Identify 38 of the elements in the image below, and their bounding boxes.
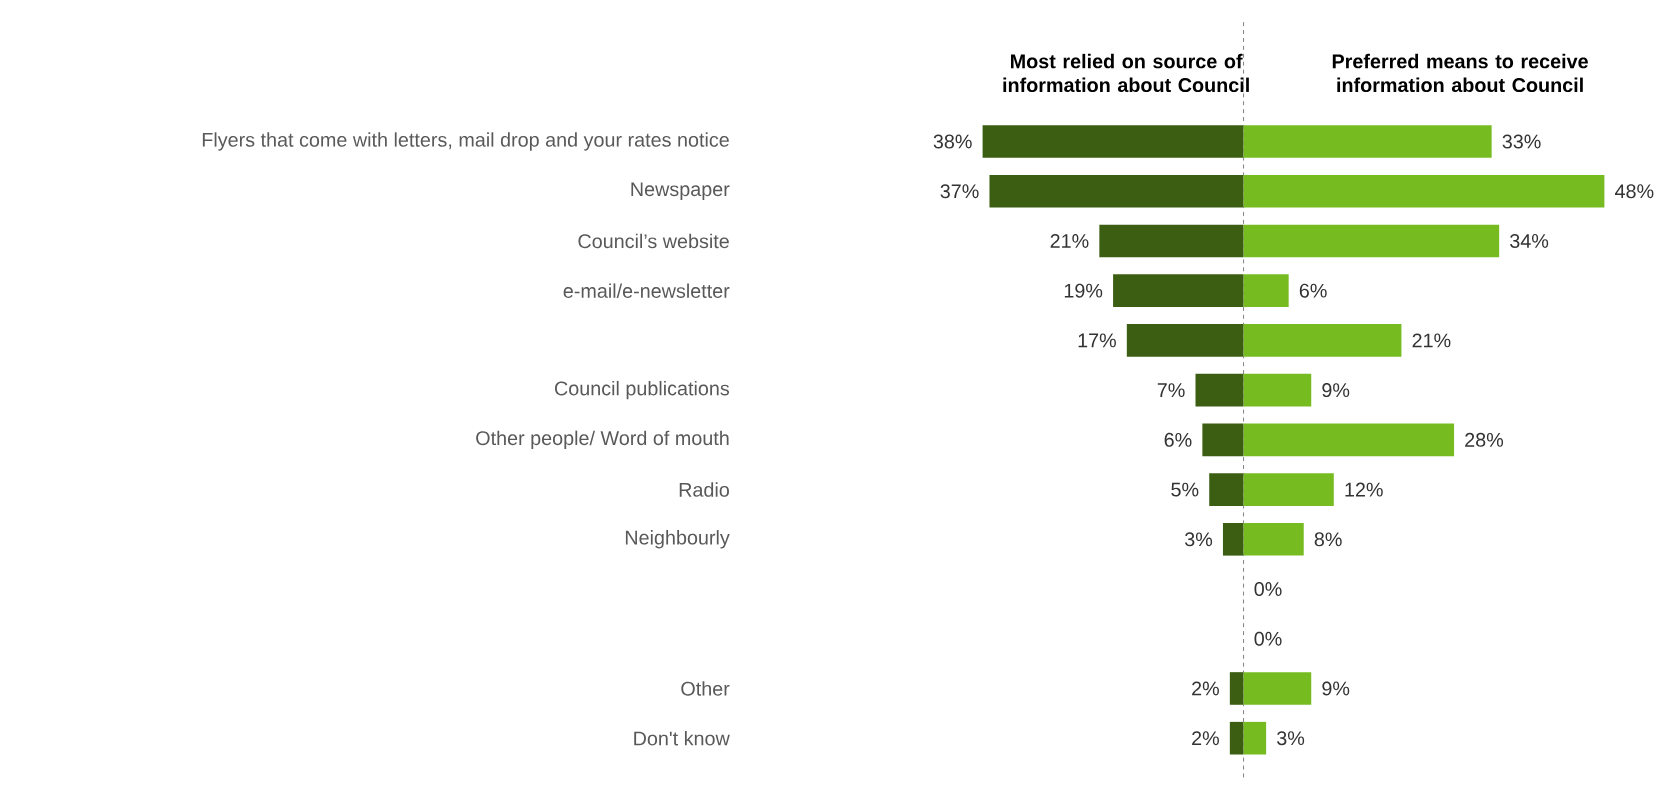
data-label: 2% — [1192, 731, 1219, 746]
data-label: 0% — [1254, 582, 1282, 597]
y-tick-label: Council publications — [554, 381, 730, 400]
y-tick-label: Council’s website — [578, 233, 729, 249]
data-label: 17% — [1078, 333, 1116, 348]
data-label: 38% — [933, 134, 972, 149]
data-label: 48% — [1615, 184, 1654, 199]
data-label: 12% — [1345, 482, 1383, 497]
data-label: 19% — [1064, 283, 1103, 298]
data-label: 6% — [1164, 432, 1192, 447]
data-label: 37% — [940, 184, 979, 199]
y-tick-label: e-mail/e-newsletter — [563, 283, 730, 299]
chart-title: Most relied on source of information about Council — [1003, 53, 1249, 93]
data-label: 5% — [1171, 482, 1199, 497]
data-label: 3% — [1277, 731, 1305, 746]
y-tick-label: Neighbourly — [625, 530, 730, 549]
data-label: 21% — [1412, 333, 1451, 348]
data-label: 9% — [1322, 383, 1350, 398]
y-tick-label: Other people/ Word of mouth — [476, 430, 729, 450]
data-label: 21% — [1050, 234, 1089, 249]
data-label: 9% — [1322, 681, 1350, 696]
data-label: 33% — [1502, 134, 1541, 149]
chart-title: Preferred means to receive information about Council — [1332, 53, 1588, 93]
y-tick-label: Flyers that come with letters, mail drop and your rates notice — [202, 132, 729, 151]
data-label: 34% — [1510, 234, 1549, 249]
bar — [1202, 423, 1244, 457]
data-label: 8% — [1314, 532, 1342, 547]
data-label: 28% — [1465, 432, 1504, 447]
y-tick-label: Other — [681, 681, 730, 696]
y-tick-label: Newspaper — [631, 182, 730, 201]
y-tick-label: Radio — [679, 482, 729, 497]
data-label: 7% — [1157, 383, 1185, 398]
data-label: 6% — [1299, 283, 1327, 298]
data-label: 2% — [1192, 681, 1219, 696]
bar — [1229, 672, 1244, 705]
data-label: 0% — [1254, 631, 1282, 646]
y-tick-label: Don't know — [634, 731, 730, 746]
data-label: 3% — [1184, 532, 1213, 547]
